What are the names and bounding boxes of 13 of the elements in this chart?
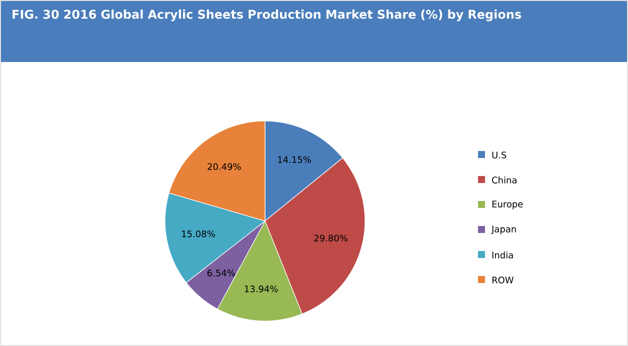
data-label: 29.80% [314, 234, 348, 242]
legend-label: Europe [492, 200, 523, 210]
data-label: 13.94% [244, 285, 278, 292]
legend-label: China [492, 176, 516, 184]
data-label: 20.49% [208, 163, 241, 170]
data-label: 6.54% [207, 270, 235, 276]
chart-title: FIG. 30 2016 Global Acrylic Sheets Production Market Share (%) by Regions [12, 10, 522, 22]
legend-label: Japan [491, 226, 516, 234]
data-label: 14.15% [278, 156, 311, 164]
legend-label: India [492, 252, 513, 258]
legend-label: U.S [492, 152, 506, 158]
data-label: 15.08% [182, 230, 215, 238]
legend-label: ROW [492, 276, 514, 284]
